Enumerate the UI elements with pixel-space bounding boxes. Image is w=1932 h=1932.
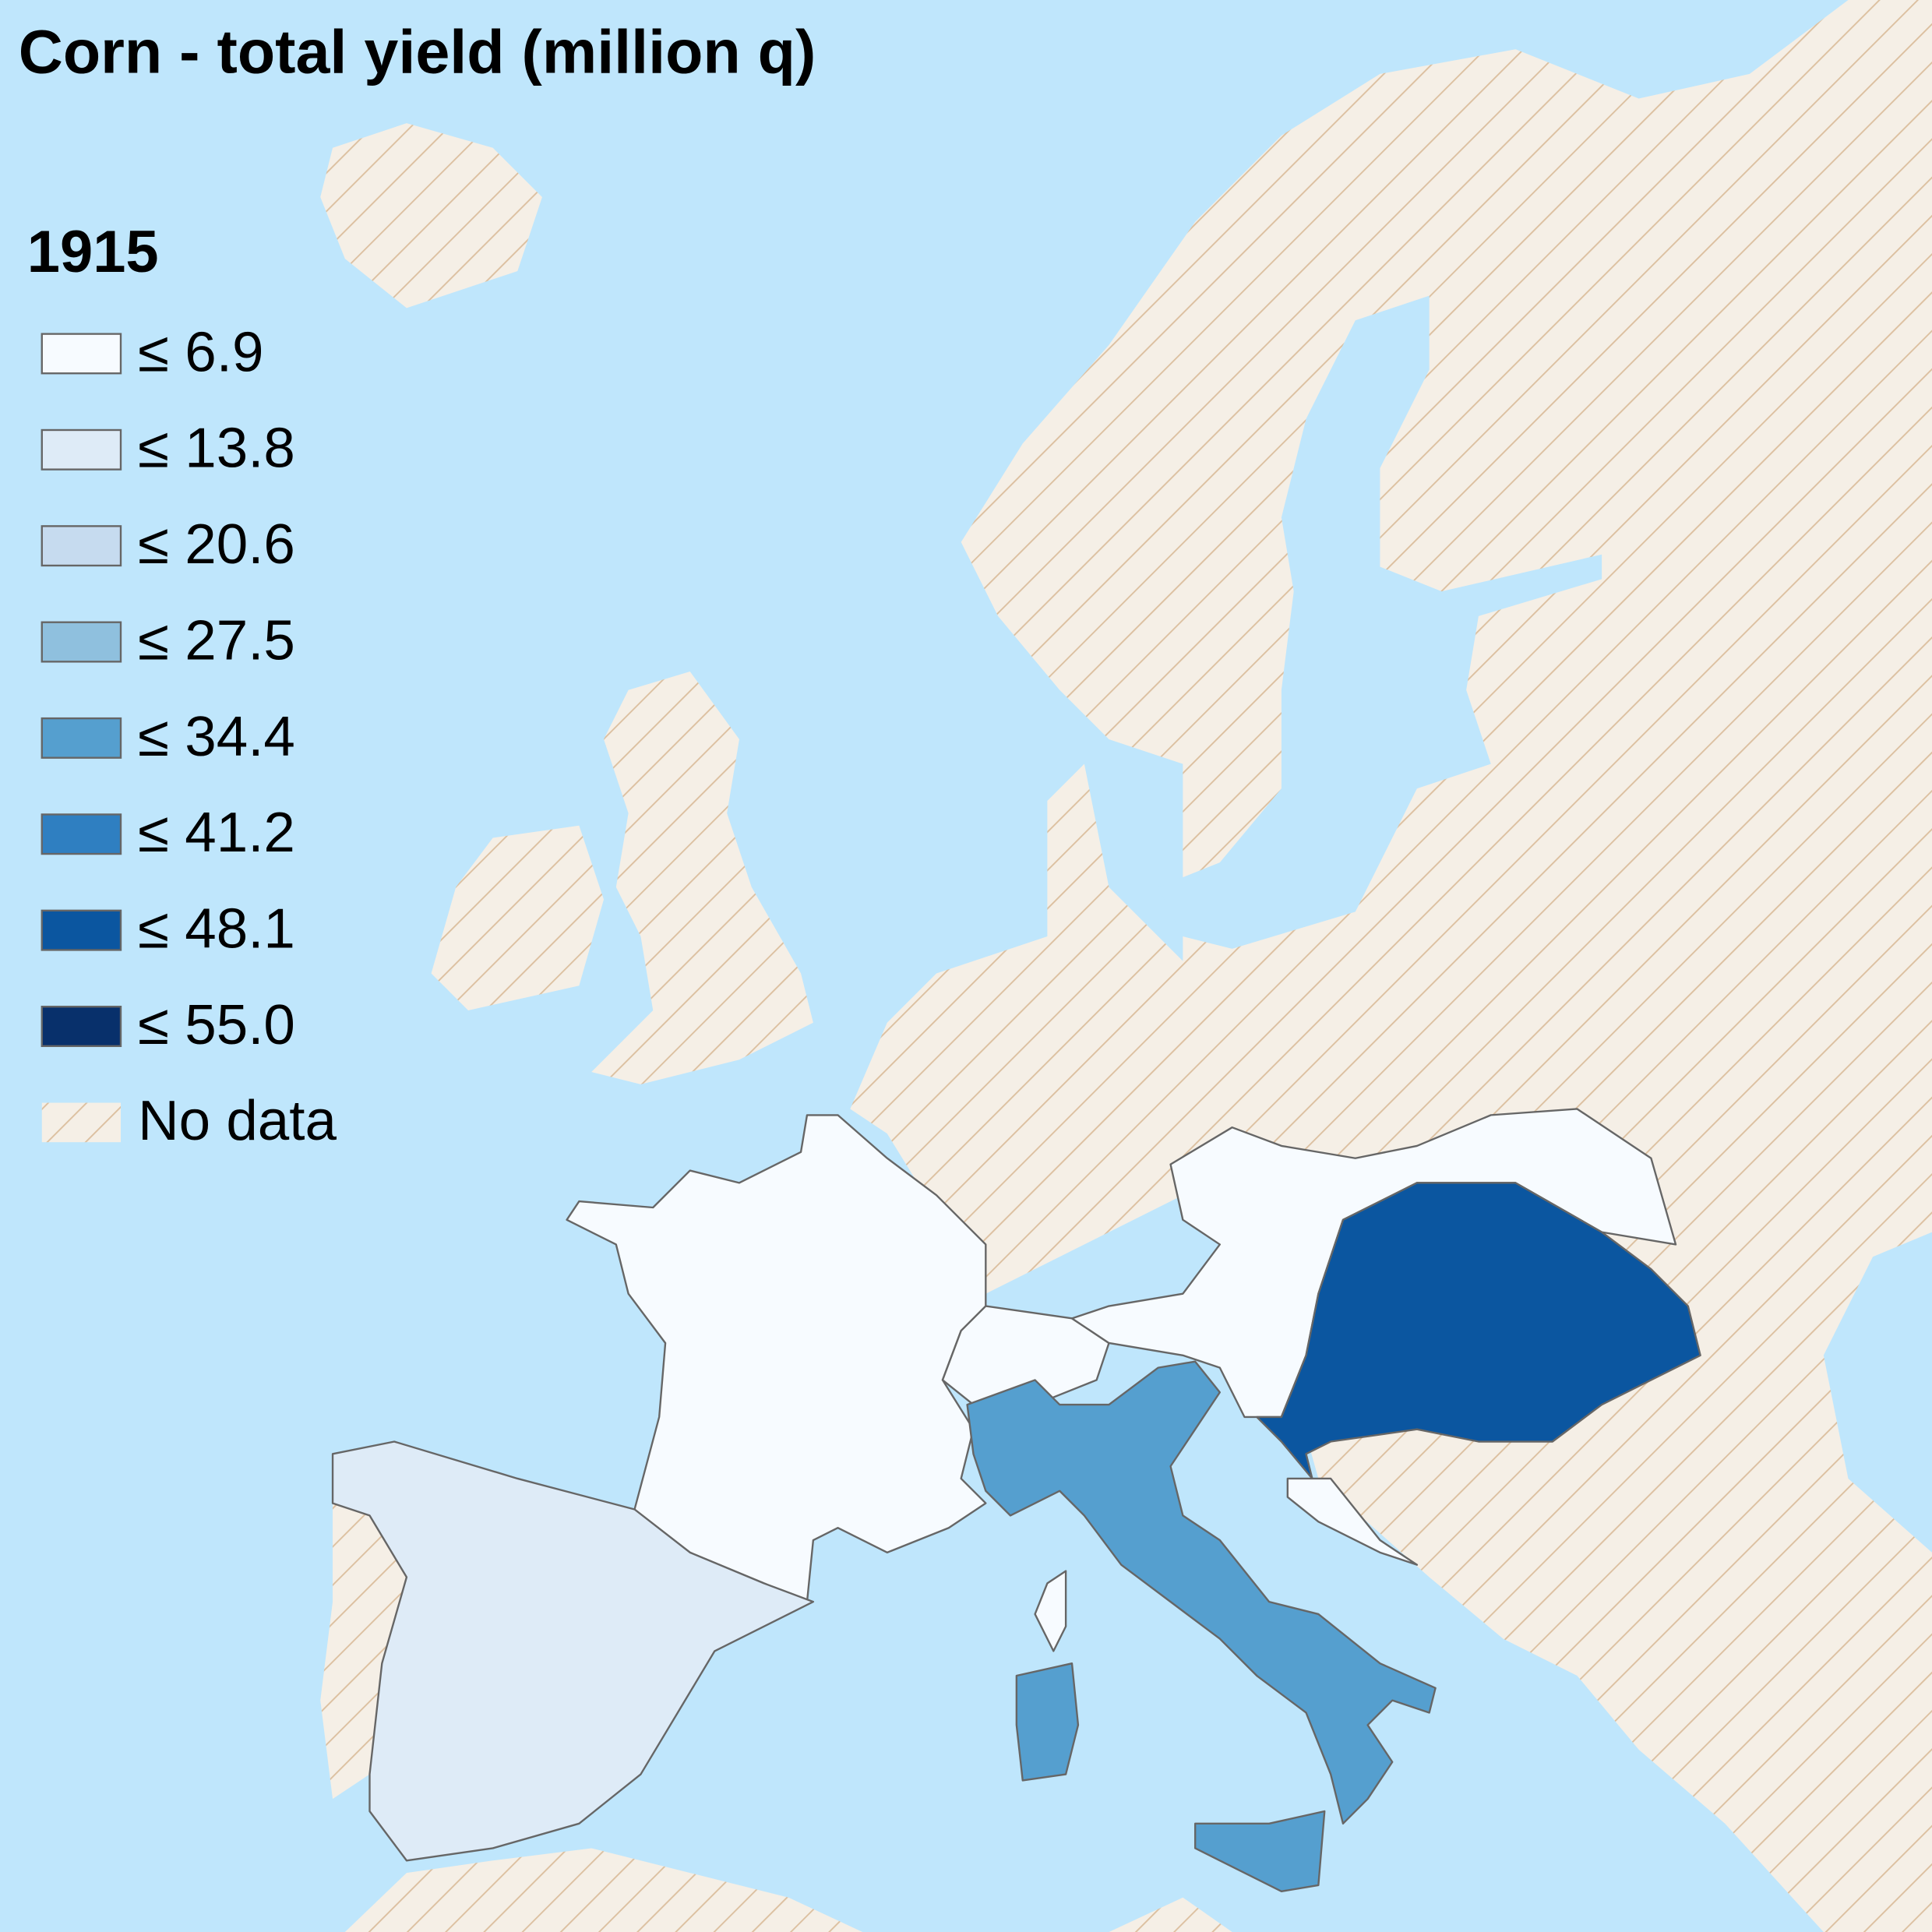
legend-swatch	[41, 333, 122, 375]
legend-swatch	[41, 1006, 122, 1047]
region	[566, 1114, 987, 1603]
legend-swatch	[41, 717, 122, 759]
land	[591, 671, 813, 1084]
legend-label: ≤ 27.5	[138, 608, 295, 672]
legend-title: 1915	[27, 219, 159, 285]
region	[966, 1360, 1437, 1825]
regions	[331, 1108, 1701, 1892]
legend-swatch	[41, 428, 122, 471]
region	[1015, 1662, 1080, 1782]
legend-label: ≤ 41.2	[138, 801, 295, 864]
land	[320, 1503, 407, 1800]
land	[1109, 1897, 1232, 1932]
region	[1286, 1477, 1419, 1566]
no-data-land	[320, 0, 1932, 1932]
legend-swatch	[41, 525, 122, 567]
legend-swatch	[41, 909, 122, 951]
region	[1256, 1182, 1701, 1480]
legend-label: ≤ 55.0	[138, 993, 295, 1056]
land	[344, 1848, 863, 1932]
region	[1193, 1810, 1326, 1892]
legend-label: No data	[138, 1089, 337, 1152]
legend-label: ≤ 6.9	[138, 320, 263, 383]
legend-swatch	[41, 621, 122, 663]
region	[331, 1440, 815, 1862]
land	[431, 825, 604, 1010]
legend-label: ≤ 20.6	[138, 513, 295, 576]
land	[850, 0, 1932, 1932]
legend-swatch	[41, 813, 122, 855]
land	[320, 123, 542, 308]
baltic-sea	[1158, 295, 1602, 949]
region	[1034, 1570, 1067, 1652]
legend-label: ≤ 48.1	[138, 897, 295, 961]
legend-label: ≤ 34.4	[138, 705, 295, 768]
legend-label: ≤ 13.8	[138, 417, 295, 480]
legend: ≤ 6.9 ≤ 13.8 ≤ 20.6 ≤ 27.5 ≤ 34.4 ≤ 41.2 ≤ 48.…	[41, 320, 337, 1152]
legend-swatch	[41, 1102, 121, 1143]
map-title: Corn - total yield (million q)	[19, 17, 816, 86]
